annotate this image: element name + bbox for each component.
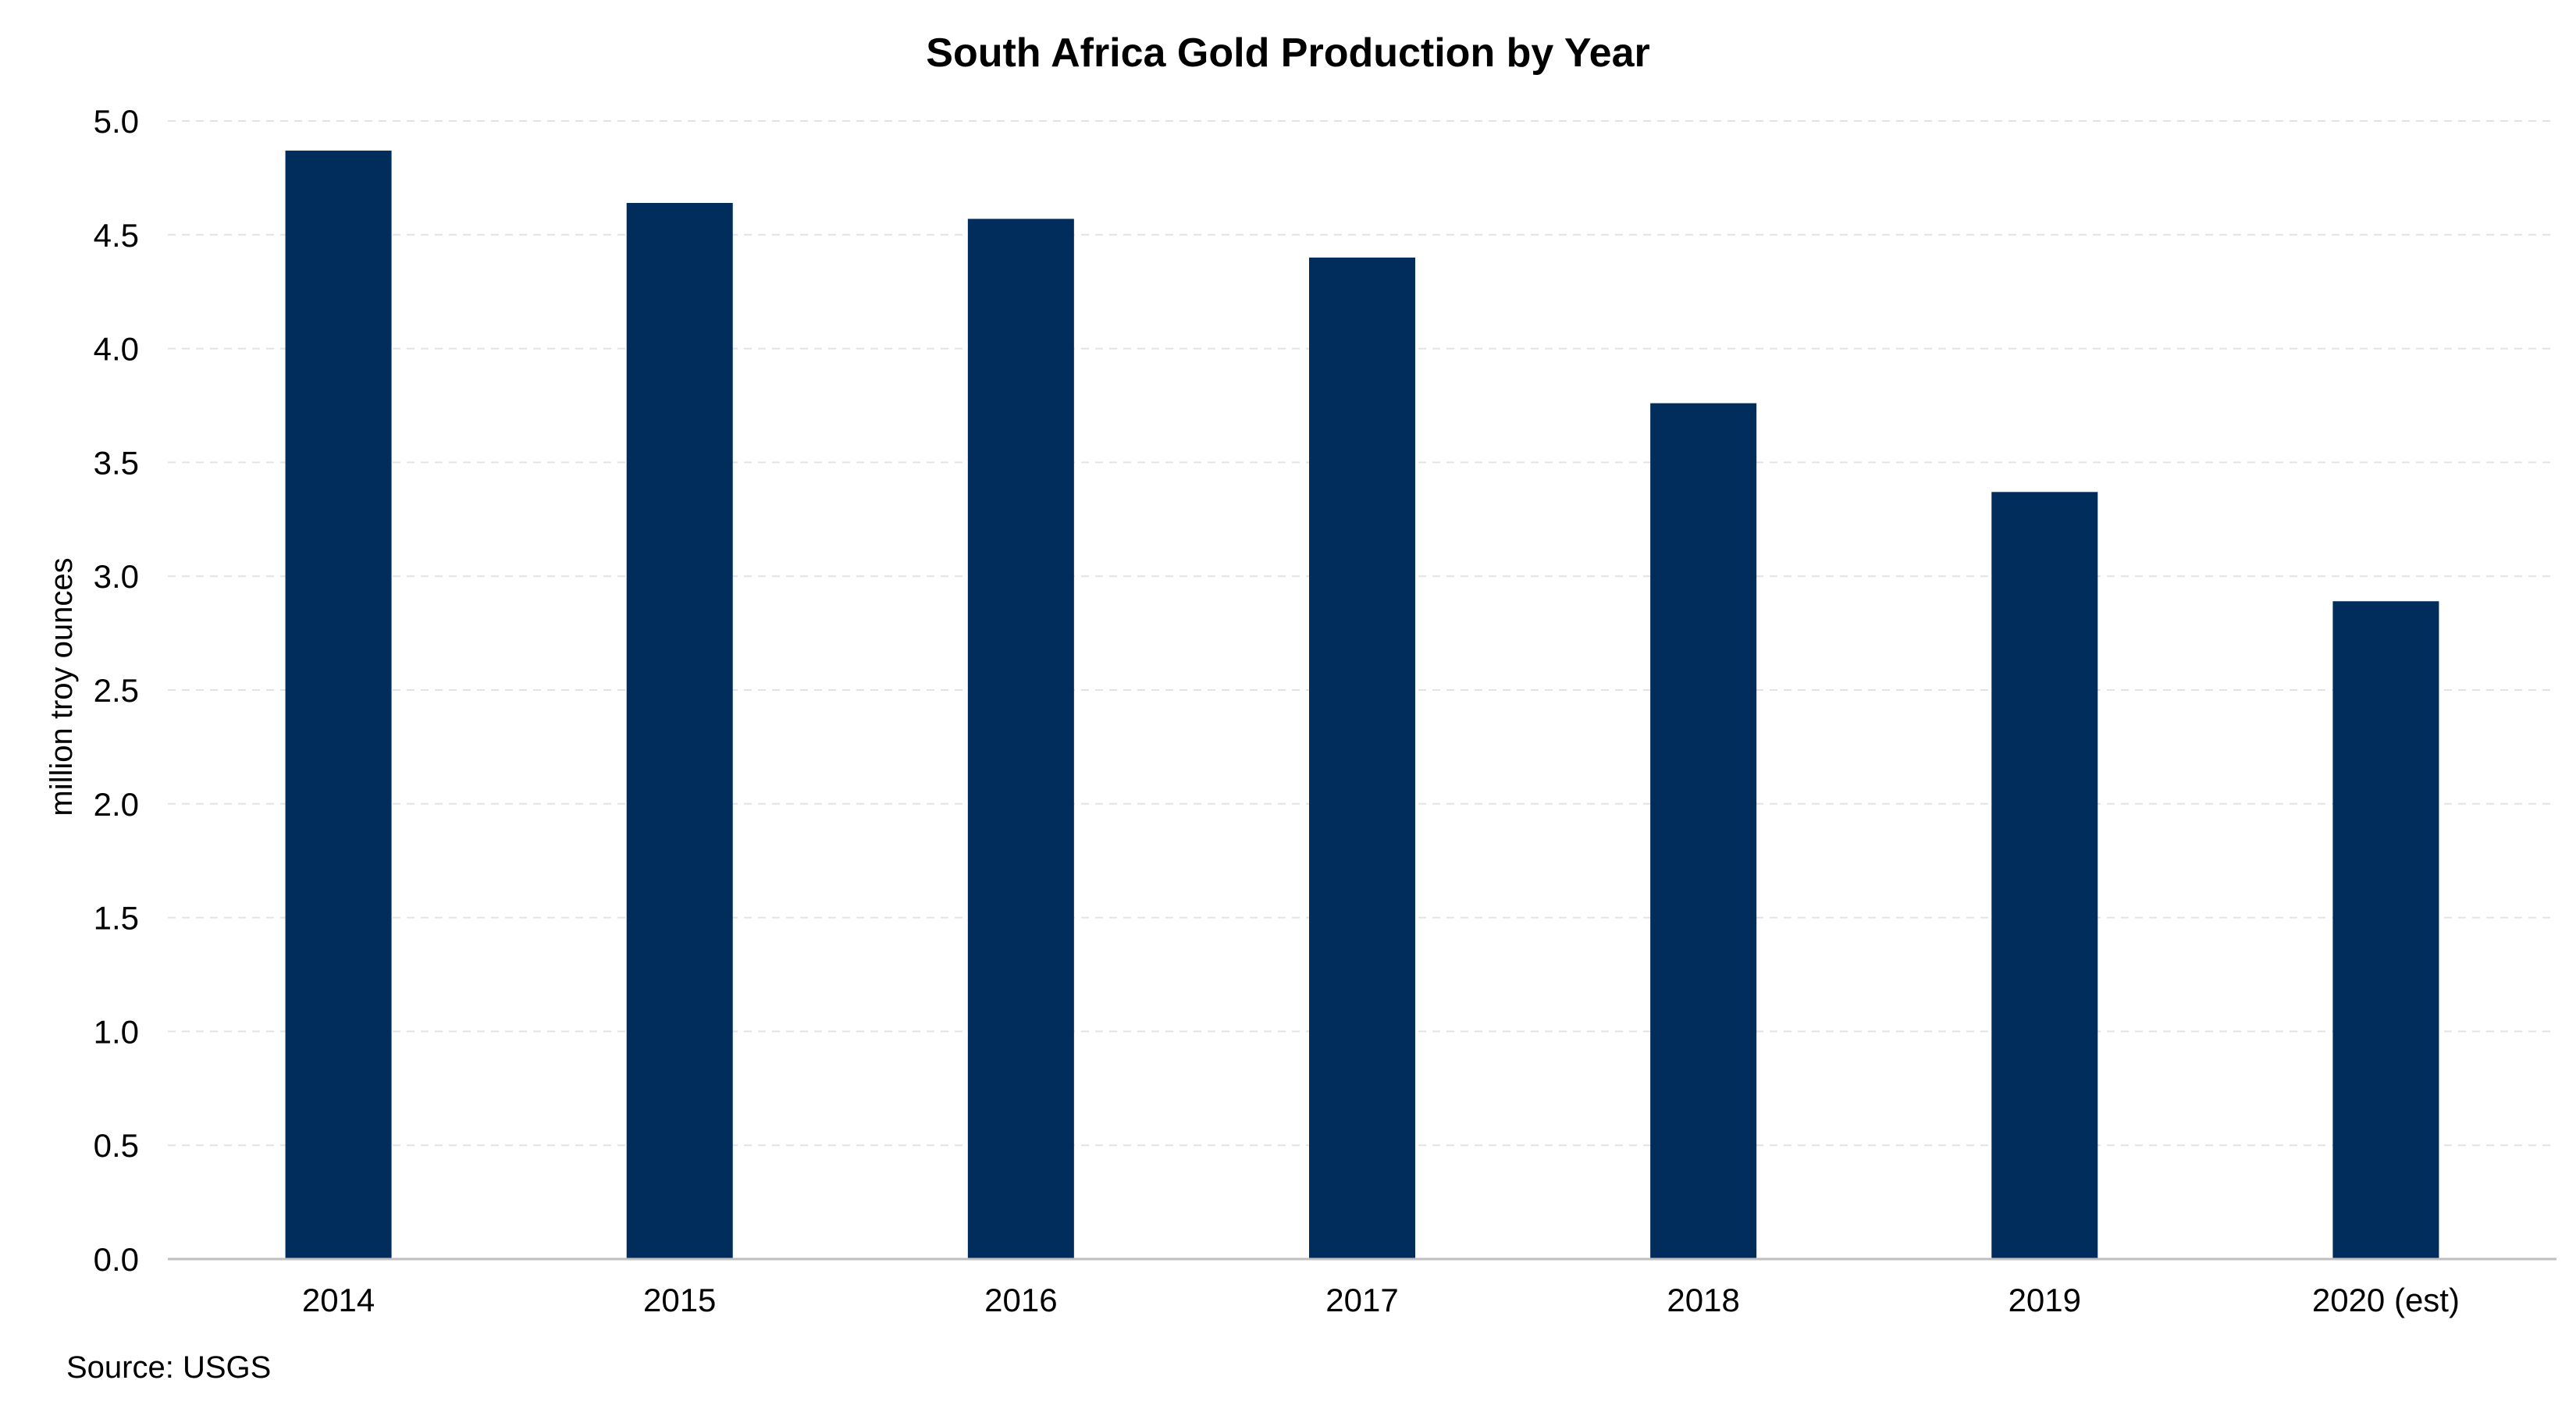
y-tick-label: 5.0 [94, 103, 139, 140]
x-tick-label: 2019 [2008, 1282, 2081, 1318]
bar [626, 202, 733, 1259]
y-tick-label: 0.5 [94, 1127, 139, 1164]
source-note: Source: USGS [66, 1350, 271, 1385]
bar [1309, 257, 1415, 1260]
bar [2332, 601, 2439, 1259]
y-tick-label: 1.0 [94, 1013, 139, 1050]
x-tick-label: 2017 [1325, 1282, 1398, 1318]
y-tick-label: 1.5 [94, 900, 139, 937]
y-tick-label: 4.0 [94, 331, 139, 368]
y-tick-label: 0.0 [94, 1241, 139, 1278]
y-tick-label: 2.0 [94, 786, 139, 823]
y-axis-ticks: 0.0 0.5 1.0 1.5 2.0 2.5 3.0 3.5 4.0 4.5 5.0 [94, 103, 139, 1278]
y-tick-label: 3.0 [94, 558, 139, 595]
bar [1991, 492, 2098, 1259]
x-tick-label: 2015 [643, 1282, 716, 1318]
y-axis-title: million troy ounces [44, 557, 79, 816]
y-tick-label: 3.5 [94, 444, 139, 481]
x-axis-ticks: 2014 2015 2016 2017 2018 2019 2020 (est) [302, 1282, 2460, 1318]
bar [967, 219, 1074, 1260]
x-tick-label: 2014 [302, 1282, 375, 1318]
chart-title: South Africa Gold Production by Year [926, 30, 1649, 76]
y-tick-label: 2.5 [94, 672, 139, 709]
bar [1650, 403, 1757, 1259]
x-tick-label: 2018 [1667, 1282, 1739, 1318]
bar [285, 150, 392, 1260]
x-tick-label: 2016 [984, 1282, 1057, 1318]
y-tick-label: 4.5 [94, 217, 139, 254]
x-tick-label: 2020 (est) [2312, 1282, 2460, 1318]
bars [285, 150, 2439, 1260]
